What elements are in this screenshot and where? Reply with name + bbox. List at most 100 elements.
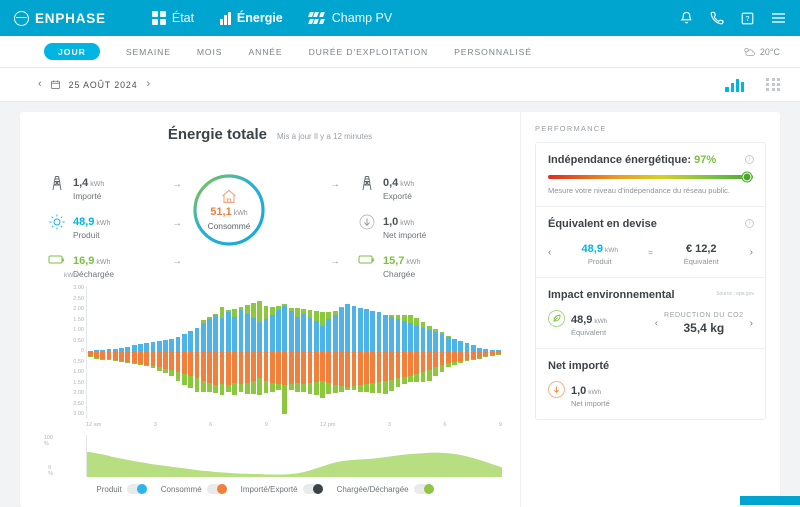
tab-personnalise[interactable]: PERSONNALISÉ [454, 46, 532, 57]
chart-bar[interactable] [476, 286, 482, 418]
chart-bar[interactable] [357, 286, 363, 418]
chart-bar[interactable] [200, 286, 206, 418]
legend-item-produit[interactable]: Produit [96, 484, 147, 494]
chart-bar[interactable] [125, 286, 131, 418]
chart-bar[interactable] [294, 286, 300, 418]
chart-bar[interactable] [426, 286, 432, 418]
chart-bar[interactable] [156, 286, 162, 418]
chart-bar[interactable] [407, 286, 413, 418]
notifications-icon[interactable] [680, 11, 693, 25]
next-date-button[interactable]: › [146, 78, 151, 90]
legend-toggle-chargee-dechargee[interactable] [413, 484, 434, 494]
menu-icon[interactable] [771, 12, 786, 24]
legend-toggle-importe-exporte[interactable] [302, 484, 323, 494]
chart-bar[interactable] [458, 286, 464, 418]
chart-bar[interactable] [395, 286, 401, 418]
legend-toggle-produit[interactable] [126, 484, 147, 494]
chart-bar[interactable] [326, 286, 332, 418]
chart-bar[interactable] [307, 286, 313, 418]
chart-bar[interactable] [275, 286, 281, 418]
chart-bar[interactable] [93, 286, 99, 418]
tab-semaine[interactable]: SEMAINE [125, 46, 171, 57]
chart-bar[interactable] [188, 286, 194, 418]
chart-bar[interactable] [118, 286, 124, 418]
tab-duree-exploitation[interactable]: DURÉE D'EXPLOITATION [308, 46, 429, 57]
chart-bar[interactable] [495, 286, 501, 418]
chart-bar[interactable] [112, 286, 118, 418]
chart-bar[interactable] [301, 286, 307, 418]
chart-bar[interactable] [244, 286, 250, 418]
brand-logo[interactable]: ENPHASE [14, 10, 106, 26]
chart-bar[interactable] [106, 286, 112, 418]
chart-bar[interactable] [439, 286, 445, 418]
chart-bar[interactable] [282, 286, 288, 418]
chart-bar[interactable] [100, 286, 106, 418]
nav-item-etat[interactable]: État [151, 11, 194, 25]
chart-bar[interactable] [420, 286, 426, 418]
chart-bar[interactable] [445, 286, 451, 418]
chart-bar[interactable] [382, 286, 388, 418]
chart-bar[interactable] [175, 286, 181, 418]
chart-bar[interactable] [137, 286, 143, 418]
chart-bar[interactable] [87, 286, 93, 418]
chart-bar[interactable] [194, 286, 200, 418]
chart-bar[interactable] [219, 286, 225, 418]
chart-bar[interactable] [370, 286, 376, 418]
energy-bar-chart[interactable] [86, 286, 502, 418]
chart-bar[interactable] [269, 286, 275, 418]
grid-view-toggle[interactable] [766, 77, 780, 92]
chart-bar[interactable] [213, 286, 219, 418]
chart-bar[interactable] [489, 286, 495, 418]
tab-mois[interactable]: MOIS [196, 46, 223, 57]
tab-jour[interactable]: JOUR [44, 43, 100, 60]
chart-bar[interactable] [162, 286, 168, 418]
chart-bar[interactable] [131, 286, 137, 418]
chart-bar[interactable] [451, 286, 457, 418]
chart-bar[interactable] [483, 286, 489, 418]
chart-bar[interactable] [150, 286, 156, 418]
devise-prev-button[interactable]: ‹ [548, 246, 552, 258]
chart-bar[interactable] [376, 286, 382, 418]
devise-next-button[interactable]: › [749, 246, 754, 258]
chart-bar[interactable] [363, 286, 369, 418]
legend-item-chargee-dechargee[interactable]: Chargée/Déchargée [337, 484, 434, 494]
chart-bar[interactable] [389, 286, 395, 418]
chart-bar[interactable] [231, 286, 237, 418]
chart-bar[interactable] [257, 286, 263, 418]
chart-bar[interactable] [432, 286, 438, 418]
help-icon[interactable]: ? [741, 12, 754, 25]
chart-bar[interactable] [345, 286, 351, 418]
independance-info-icon[interactable]: i [745, 155, 754, 164]
chart-bar[interactable] [401, 286, 407, 418]
chart-bar[interactable] [288, 286, 294, 418]
devise-info-icon[interactable]: i [745, 218, 754, 228]
chart-bar[interactable] [238, 286, 244, 418]
nav-item-champ-pv[interactable]: Champ PV [307, 11, 392, 25]
chart-bar[interactable] [414, 286, 420, 418]
chart-bar[interactable] [464, 286, 470, 418]
chart-bar[interactable] [319, 286, 325, 418]
chart-bar[interactable] [181, 286, 187, 418]
chart-view-toggle[interactable] [725, 78, 745, 92]
support-phone-icon[interactable] [710, 11, 724, 25]
legend-toggle-consomme[interactable] [206, 484, 227, 494]
chart-bar[interactable] [263, 286, 269, 418]
chart-bar[interactable] [351, 286, 357, 418]
chart-bar[interactable] [144, 286, 150, 418]
nav-item-energie[interactable]: Énergie [220, 11, 283, 25]
chart-bar[interactable] [225, 286, 231, 418]
chart-bar[interactable] [250, 286, 256, 418]
chart-bar[interactable] [332, 286, 338, 418]
chart-bar[interactable] [470, 286, 476, 418]
legend-item-importe-exporte[interactable]: Importé/Exporté [241, 484, 323, 494]
chart-bar[interactable] [169, 286, 175, 418]
tab-annee[interactable]: ANNÉE [248, 46, 283, 57]
chart-bar[interactable] [338, 286, 344, 418]
chart-bar[interactable] [313, 286, 319, 418]
legend-item-consomme[interactable]: Consommé [161, 484, 227, 494]
chart-bar[interactable] [206, 286, 212, 418]
prev-date-button[interactable]: ‹ [38, 78, 42, 90]
impact-prev-button[interactable]: ‹ [654, 317, 659, 329]
impact-next-button[interactable]: › [749, 317, 753, 329]
calendar-icon[interactable] [50, 80, 60, 89]
